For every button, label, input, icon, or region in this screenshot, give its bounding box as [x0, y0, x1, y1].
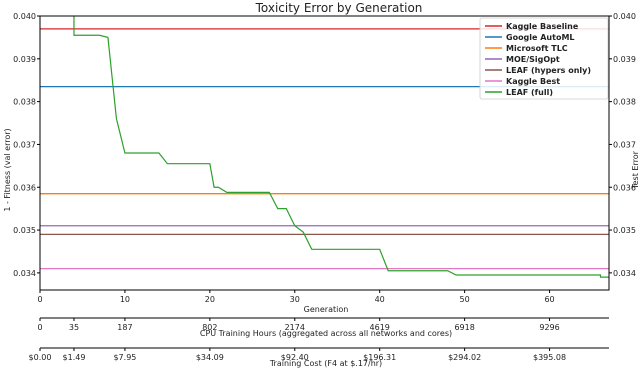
y-axis-label-right: Test Error: [631, 150, 640, 190]
chart-title: Toxicity Error by Generation: [255, 1, 423, 15]
cpu-hours-tick-label-6: 6918: [454, 323, 474, 332]
cpu-hours-tick-label-7: 9296: [539, 323, 559, 332]
training-cost-tick-label-4: $92.40: [281, 353, 309, 362]
x-tick-label-0: 0: [37, 295, 42, 304]
y-tick-label-left-3: 0.037: [13, 140, 36, 149]
y-tick-label-right-5: 0.039: [613, 55, 636, 64]
y-tick-label-left-1: 0.035: [13, 226, 36, 235]
training-cost-tick-label-7: $395.08: [533, 353, 566, 362]
training-cost-tick-label-1: $1.49: [63, 353, 86, 362]
legend-box: [479, 17, 609, 100]
y-tick-label-left-6: 0.040: [13, 12, 36, 21]
y-tick-label-right-1: 0.035: [613, 226, 636, 235]
cpu-hours-tick-label-0: 0: [37, 323, 42, 332]
training-cost-tick-label-3: $34.09: [196, 353, 224, 362]
plot-frame: [39, 15, 610, 291]
cpu-hours-axis-label: CPU Training Hours (aggregated across al…: [200, 329, 452, 338]
x-tick-label-6: 60: [544, 295, 554, 304]
legend-label-2: Microsoft TLC: [506, 44, 568, 53]
training-cost-tick-label-6: $294.02: [448, 353, 481, 362]
y-axis-label-left: 1 - Fitness (val error): [3, 128, 12, 211]
legend-label-1: Google AutoML: [506, 33, 575, 42]
legend-label-0: Kaggle Baseline: [506, 22, 579, 31]
legend-label-4: LEAF (hypers only): [506, 66, 591, 75]
x-tick-label-5: 50: [460, 295, 470, 304]
y-tick-label-right-2: 0.036: [613, 183, 636, 192]
y-tick-label-right-6: 0.040: [613, 12, 636, 21]
x-tick-label-4: 40: [375, 295, 385, 304]
legend: Kaggle Baseline Google AutoML Microsoft TL…: [479, 17, 609, 100]
y-tick-label-left-0: 0.034: [13, 269, 36, 278]
cpu-hours-tick-label-5: 4619: [370, 323, 390, 332]
training-cost-tick-label-2: $7.95: [113, 353, 136, 362]
training-cost-tick-label-5: $196.31: [363, 353, 396, 362]
x-tick-label-2: 20: [205, 295, 215, 304]
cpu-hours-tick-label-4: 2174: [285, 323, 305, 332]
x-tick-label-3: 30: [290, 295, 300, 304]
x-axis-label: Generation: [304, 305, 349, 314]
x-tick-label-1: 10: [120, 295, 130, 304]
y-tick-label-left-5: 0.039: [13, 55, 36, 64]
y-tick-label-left-2: 0.036: [13, 183, 36, 192]
legend-label-6: LEAF (full): [506, 88, 553, 97]
axes: 0.034 0.035 0.036 0.037 0.038 0.039 0.040 0.034…: [13, 12, 636, 362]
y-tick-label-left-4: 0.038: [13, 98, 36, 107]
cpu-hours-tick-label-2: 187: [117, 323, 132, 332]
y-tick-label-right-3: 0.037: [613, 140, 636, 149]
y-tick-label-right-0: 0.034: [613, 269, 636, 278]
legend-label-3: MOE/SigOpt: [506, 55, 560, 64]
legend-label-5: Kaggle Best: [506, 77, 560, 86]
training-cost-tick-label-0: $0.00: [29, 353, 52, 362]
y-tick-label-right-4: 0.038: [613, 98, 636, 107]
cpu-hours-tick-label-1: 35: [69, 323, 79, 332]
series-line-0: [73, 16, 609, 278]
training-cost-axis-label: Training Cost (F4 at $.17/hr): [269, 359, 382, 368]
cpu-hours-tick-label-3: 802: [202, 323, 217, 332]
